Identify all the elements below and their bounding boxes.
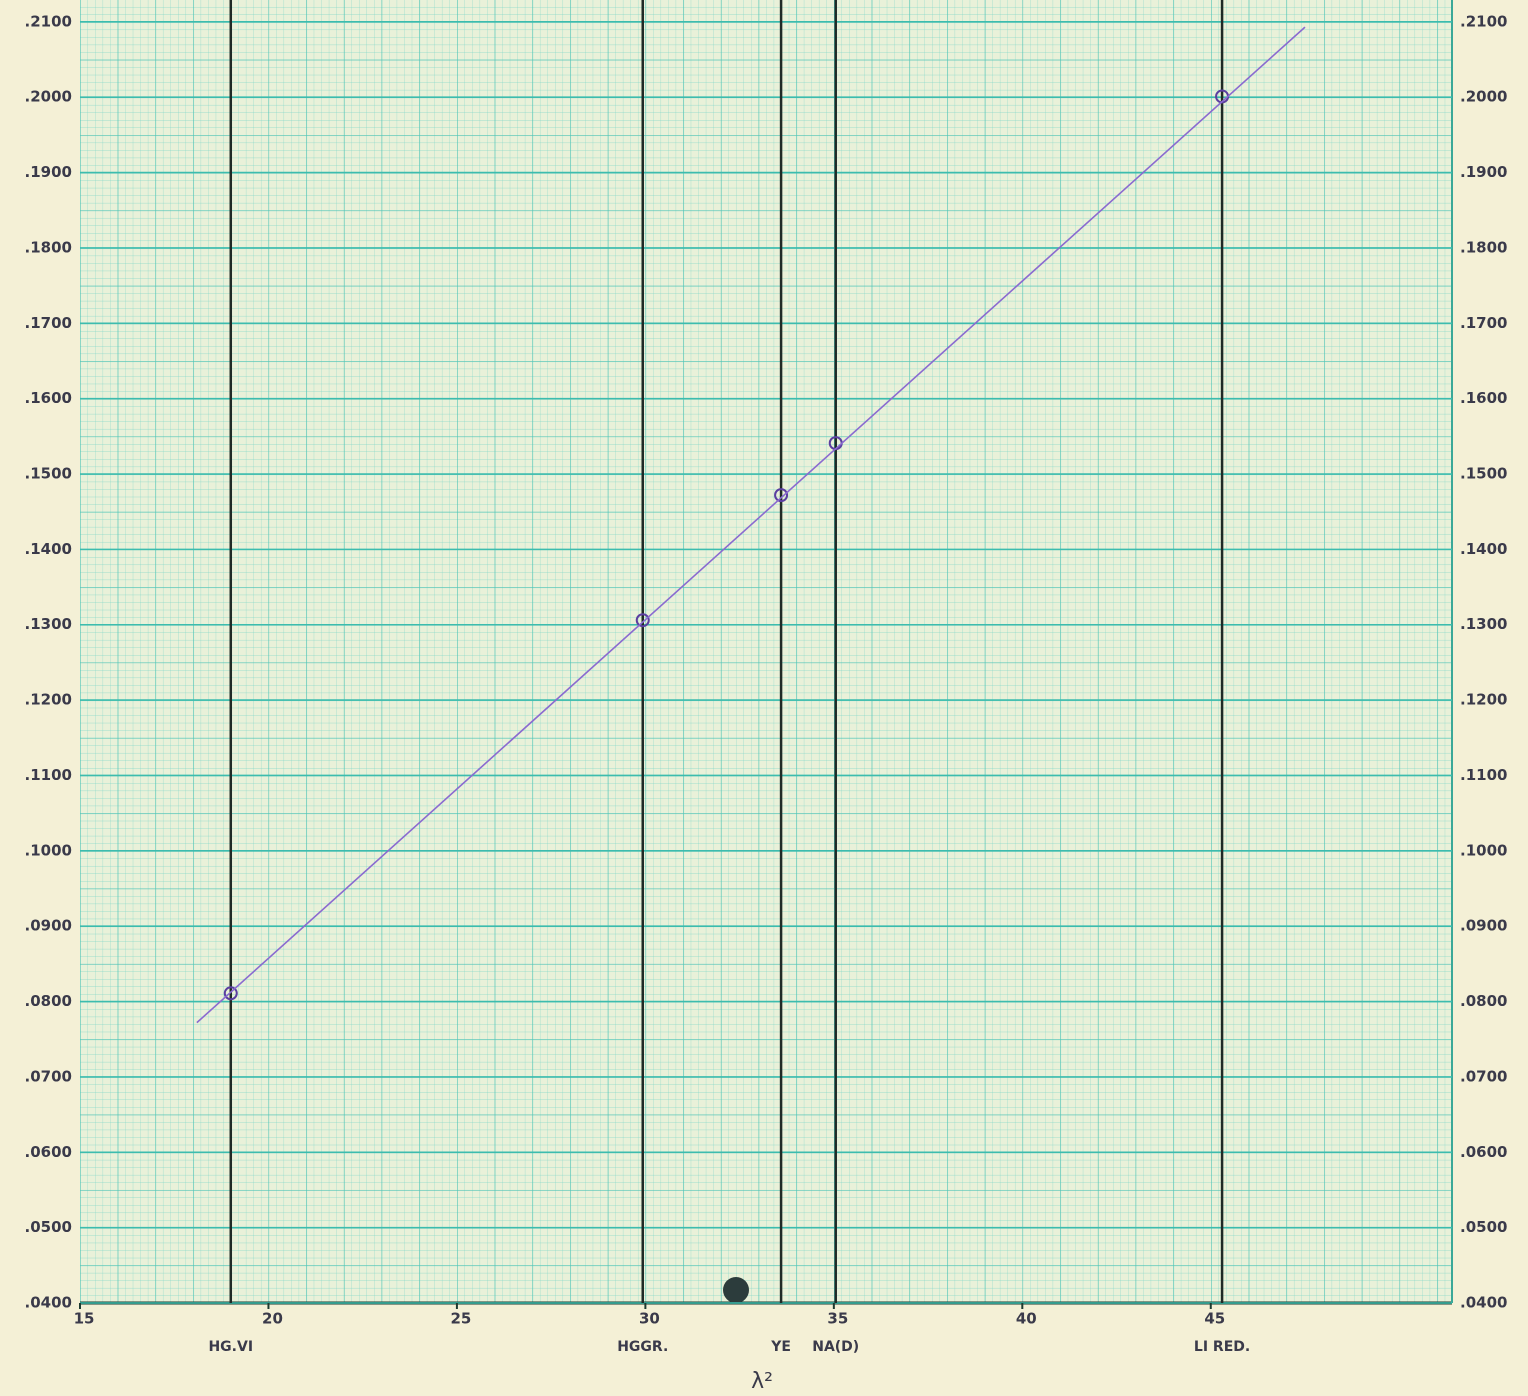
y-tick-label: .1500 <box>25 465 72 483</box>
y-tick-label: .1900 <box>25 163 72 181</box>
y-tick-label: .1300 <box>25 615 72 633</box>
y2-tick-label: .0400 <box>1460 1294 1507 1312</box>
y2-tick-label: .1500 <box>1460 465 1507 483</box>
y2-tick-label: .0800 <box>1460 992 1507 1010</box>
y-tick-label: .2100 <box>25 12 72 30</box>
y2-tick-label: .1300 <box>1460 615 1507 633</box>
reference-label: NA(D) <box>812 1339 859 1355</box>
chart: λ² .0400 .0400 .0500 .0500 .0600 .0600 .0700 .0… <box>0 0 1528 1396</box>
y-tick-label: .0900 <box>25 917 72 935</box>
y-tick-label: .2000 <box>25 88 72 106</box>
y-tick-label: .1800 <box>25 238 72 256</box>
x-tick-label: 35 <box>827 1310 848 1328</box>
y2-tick-label: .0900 <box>1460 917 1507 935</box>
reference-label: YE <box>770 1339 791 1355</box>
y-tick-label: .0400 <box>25 1294 72 1312</box>
x-tick-label: 40 <box>1016 1310 1037 1328</box>
y2-tick-label: .1600 <box>1460 389 1507 407</box>
y2-tick-label: .1700 <box>1460 314 1507 332</box>
y-tick-label: .0600 <box>25 1143 72 1161</box>
y2-tick-label: .2000 <box>1460 88 1507 106</box>
x-tick-label: 30 <box>639 1310 660 1328</box>
graph-paper-major <box>80 0 1452 1303</box>
y2-tick-label: .1800 <box>1460 238 1507 256</box>
y-tick-label: .1000 <box>25 841 72 859</box>
y-tick-label: .1600 <box>25 389 72 407</box>
y-tick-label: .1200 <box>25 691 72 709</box>
x-tick-label: 45 <box>1204 1310 1225 1328</box>
y2-tick-label: .1000 <box>1460 841 1507 859</box>
y-tick-label: .0500 <box>25 1218 72 1236</box>
y2-tick-label: .1200 <box>1460 691 1507 709</box>
y2-tick-label: .1900 <box>1460 163 1507 181</box>
punch-hole <box>723 1277 749 1303</box>
y2-tick-label: .0700 <box>1460 1067 1507 1085</box>
y2-tick-label: .0500 <box>1460 1218 1507 1236</box>
x-axis-label: λ² <box>751 1369 773 1394</box>
reference-label: LI RED. <box>1194 1339 1250 1355</box>
x-tick-label: 25 <box>450 1310 471 1328</box>
y-tick-label: .0800 <box>25 992 72 1010</box>
y-tick-label: .0700 <box>25 1067 72 1085</box>
y-tick-label: .1100 <box>25 766 72 784</box>
y2-tick-label: .0600 <box>1460 1143 1507 1161</box>
y-tick-label: .1700 <box>25 314 72 332</box>
y-tick-label: .1400 <box>25 540 72 558</box>
reference-label: HGGR. <box>617 1339 668 1355</box>
x-tick-label: 15 <box>74 1310 95 1328</box>
reference-label: HG.VI <box>208 1339 253 1355</box>
y2-tick-label: .1400 <box>1460 540 1507 558</box>
y2-tick-label: .2100 <box>1460 12 1507 30</box>
y2-tick-label: .1100 <box>1460 766 1507 784</box>
x-tick-label: 20 <box>262 1310 283 1328</box>
